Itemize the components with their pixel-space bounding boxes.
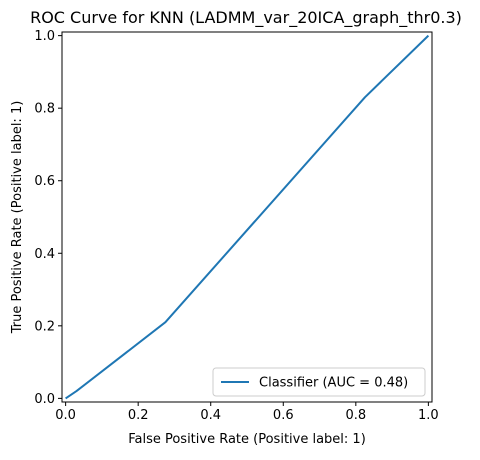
plot-border — [61, 31, 433, 403]
x-tick-label: 0.0 — [55, 408, 76, 423]
x-tick-label: 0.2 — [128, 408, 149, 423]
y-axis-label: True Positive Rate (Positive label: 1) — [10, 101, 25, 335]
y-tick-label: 0.2 — [34, 319, 55, 334]
x-axis-label: False Positive Rate (Positive label: 1) — [128, 432, 366, 447]
roc-curve-line — [65, 34, 430, 400]
x-tick-label: 0.4 — [200, 408, 221, 423]
legend-box — [212, 367, 426, 397]
x-tick-label: 0.6 — [273, 408, 294, 423]
y-axis-ticks: 0.0 0.2 0.4 0.6 0.8 1.0 — [34, 29, 62, 407]
y-tick-label: 0.0 — [34, 392, 55, 407]
x-tick-label: 0.8 — [345, 408, 366, 423]
x-tick-label: 1.0 — [418, 408, 439, 423]
series-layer — [65, 34, 430, 400]
chart-title: ROC Curve for KNN (LADMM_var_20ICA_graph… — [30, 8, 462, 28]
y-tick-label: 0.8 — [34, 102, 55, 117]
y-tick-label: 1.0 — [34, 29, 55, 44]
y-tick-label: 0.6 — [34, 174, 55, 189]
y-tick-label: 0.4 — [34, 247, 55, 262]
x-axis-ticks: 0.0 0.2 0.4 0.6 0.8 1.0 — [55, 402, 439, 423]
legend: Classifier (AUC = 0.48) — [212, 367, 426, 397]
legend-label: Classifier (AUC = 0.48) — [259, 376, 408, 391]
plot-area — [61, 31, 433, 403]
